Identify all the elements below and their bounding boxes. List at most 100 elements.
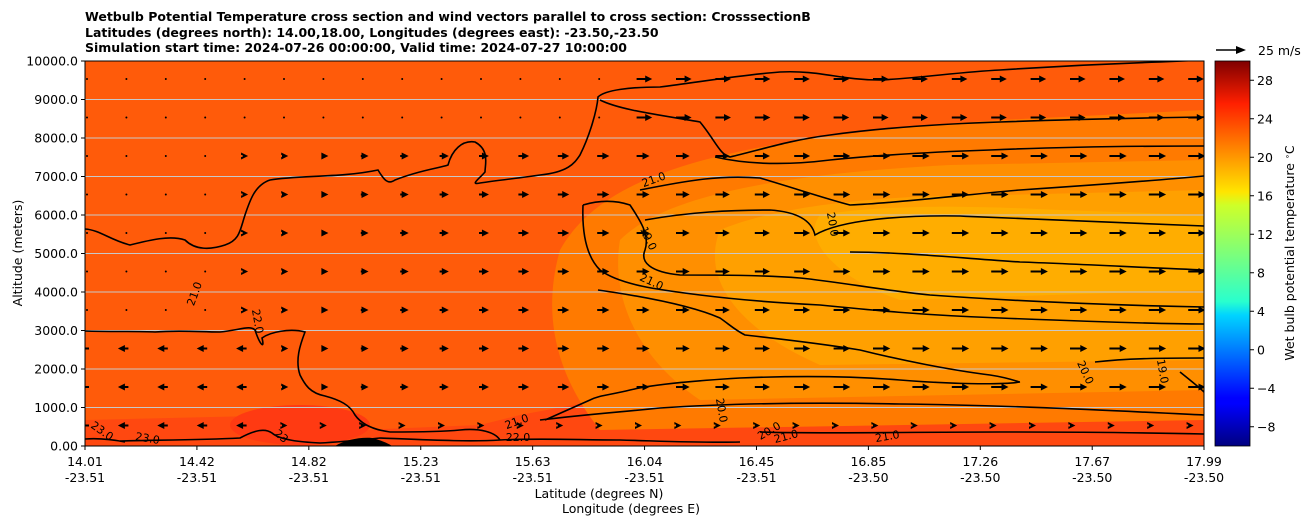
contour-line-21-upper — [85, 61, 1200, 250]
wind-vector — [597, 152, 610, 160]
wind-vector — [597, 229, 610, 237]
wind-vector — [595, 422, 603, 429]
wind-vector — [557, 306, 570, 314]
wind-vector — [873, 75, 889, 83]
wind-vector — [1030, 306, 1048, 314]
wind-vector — [597, 345, 610, 352]
wind-vector — [86, 116, 88, 119]
contour-line-19-a — [644, 209, 1204, 237]
wind-vector — [400, 191, 409, 198]
wind-vector — [912, 383, 930, 391]
wind-vector — [951, 268, 970, 275]
wind-vector — [157, 422, 168, 429]
y-axis: 0.00 1000.0 2000.0 3000.0 4000.0 5000.0 6000.0… — [26, 54, 85, 454]
wind-vector — [157, 383, 168, 391]
y-tick-label: 10000.0 — [26, 54, 78, 69]
wind-vector — [283, 78, 285, 80]
contour-label: 19.0 — [1154, 358, 1171, 384]
colorbar-label: Wet bulb potential temperature ∘C — [1282, 145, 1297, 361]
wind-vector — [1188, 268, 1204, 275]
wind-vector — [1030, 268, 1048, 275]
wind-vector — [281, 152, 289, 160]
wind-vector — [951, 75, 968, 83]
wind-vector — [676, 345, 690, 352]
wind-vector — [125, 309, 128, 311]
wind-vector — [243, 116, 246, 119]
wind-vector — [636, 306, 650, 314]
wind-vector — [598, 116, 601, 119]
wind-vector — [359, 422, 367, 429]
wind-vector — [794, 229, 811, 237]
wind-vector — [636, 383, 650, 391]
wind-vector — [438, 422, 445, 429]
wind-vector — [676, 306, 690, 314]
wind-vector — [236, 422, 247, 429]
wind-vector — [713, 422, 721, 429]
wind-vector — [86, 270, 88, 273]
wind-vector — [1030, 191, 1048, 198]
wind-vector — [477, 422, 485, 429]
colorbar-tick-label: −8 — [1257, 419, 1275, 434]
wind-vector — [479, 306, 489, 314]
wind-vector — [715, 306, 730, 314]
wind-vector — [991, 345, 1009, 352]
wind-vector — [1148, 268, 1167, 275]
x-tick-label-lon: -23.51 — [624, 470, 664, 485]
wind-vector — [1070, 191, 1088, 198]
wind-vector — [1029, 422, 1036, 429]
wind-vector — [1070, 306, 1088, 314]
wind-vector — [676, 268, 690, 275]
wind-vector — [912, 114, 928, 121]
wind-vector — [676, 75, 692, 83]
wind-vector — [557, 383, 570, 391]
wind-vector — [439, 229, 449, 237]
wind-vector — [164, 193, 167, 196]
wind-vector — [912, 268, 930, 275]
wind-vector — [480, 78, 482, 80]
wind-vector — [125, 193, 128, 196]
wind-vector — [1186, 422, 1194, 429]
wind-vector — [281, 229, 289, 237]
contour-label: 21.0 — [773, 427, 800, 446]
wind-vector — [715, 75, 731, 83]
contour-line-19-corner — [1179, 371, 1204, 393]
wind-vector — [479, 268, 489, 275]
x-tick-label-lon: -23.50 — [1184, 470, 1224, 485]
wind-vector — [125, 116, 128, 119]
wind-vector — [754, 383, 770, 391]
wind-vector — [361, 78, 364, 80]
wind-vector — [1188, 152, 1204, 160]
wind-vector — [85, 383, 89, 391]
wind-vector — [794, 191, 811, 198]
wind-vector — [518, 268, 530, 275]
wind-vector — [912, 152, 930, 160]
wind-vector — [204, 270, 207, 273]
x-axis-label-longitude: Longitude (degrees E) — [562, 501, 700, 516]
contour-line-19-b — [849, 251, 1204, 271]
wind-vector — [715, 229, 730, 237]
wind-vector — [439, 191, 449, 198]
wind-vector — [519, 78, 522, 80]
wind-vector — [715, 114, 731, 121]
y-tick-label: 2000.0 — [34, 362, 78, 377]
wind-vector — [196, 383, 208, 391]
x-tick-label-lon: -23.51 — [177, 470, 217, 485]
wind-vector — [204, 309, 207, 311]
wind-vector — [912, 75, 928, 83]
y-tick-label: 8000.0 — [34, 131, 78, 146]
wind-vector — [557, 268, 570, 275]
wind-vector — [1109, 345, 1127, 352]
wind-vector — [518, 152, 530, 160]
wind-vector — [989, 422, 997, 429]
wind-vector — [794, 383, 811, 391]
wind-vector — [439, 383, 449, 391]
wind-vector — [636, 229, 650, 237]
wind-vector — [1107, 422, 1115, 429]
wind-vector — [321, 383, 329, 391]
wind-vector — [1147, 422, 1155, 429]
wind-vector — [479, 152, 489, 160]
wind-vector — [86, 78, 88, 80]
wind-vector — [873, 306, 891, 314]
wind-vector — [516, 422, 524, 429]
x-tick-label-lon: -23.51 — [513, 470, 553, 485]
